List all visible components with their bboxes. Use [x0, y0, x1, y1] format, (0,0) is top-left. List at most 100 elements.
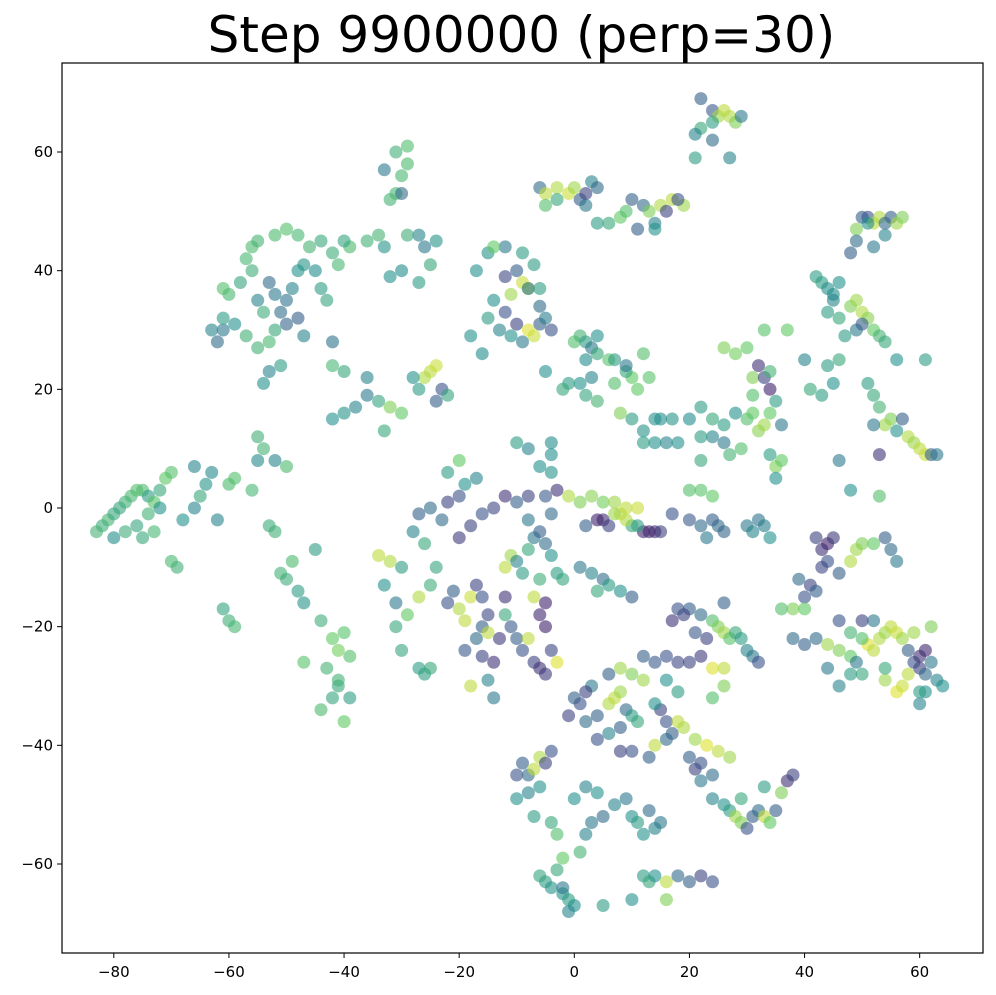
data-point [832, 566, 846, 580]
data-point [706, 133, 719, 147]
data-point [878, 418, 892, 432]
data-point [291, 228, 305, 242]
data-point [867, 418, 881, 432]
data-point [533, 282, 547, 295]
data-point [775, 454, 788, 467]
data-point [895, 679, 909, 693]
data-point [924, 620, 938, 634]
data-point [556, 881, 570, 895]
data-point [268, 454, 282, 467]
data-point [631, 715, 645, 729]
data-point [757, 323, 771, 337]
data-point [757, 418, 771, 432]
data-point [487, 293, 501, 307]
data-point [412, 382, 426, 396]
data-point [262, 276, 276, 289]
data-point [251, 430, 265, 444]
data-point [711, 744, 725, 758]
data-point [475, 507, 489, 521]
data-point [613, 661, 627, 675]
data-point [717, 596, 731, 610]
data-point [659, 893, 673, 907]
data-point [510, 317, 524, 331]
data-point [602, 727, 616, 740]
data-point [257, 305, 270, 319]
data-point [418, 371, 432, 384]
data-point [187, 460, 201, 473]
data-point [550, 193, 564, 206]
data-point [320, 293, 334, 307]
data-point [521, 513, 535, 527]
data-point [734, 792, 748, 806]
data-point [694, 430, 708, 444]
data-point [867, 388, 881, 402]
data-point [579, 187, 593, 200]
data-point [706, 115, 719, 129]
data-point [510, 436, 524, 450]
data-point [297, 258, 311, 272]
data-point [377, 163, 391, 177]
data-point [210, 335, 224, 349]
data-point [360, 388, 374, 402]
data-point [855, 317, 869, 331]
data-point [452, 602, 466, 616]
data-point [521, 442, 535, 456]
data-point [193, 489, 207, 503]
y-axis: −60 −40 −20 0 20 40 60 [21, 143, 62, 873]
data-point [377, 424, 391, 438]
data-point [331, 673, 345, 687]
data-point [308, 543, 322, 556]
data-point [878, 661, 892, 675]
data-point [769, 804, 783, 818]
data-point [625, 667, 639, 681]
data-point [659, 673, 673, 687]
data-point [372, 549, 386, 562]
data-point [792, 572, 806, 586]
data-point [746, 406, 760, 420]
data-point [786, 602, 800, 616]
data-point [694, 608, 708, 622]
data-point [717, 661, 731, 675]
data-point [694, 92, 708, 106]
data-point [694, 454, 708, 467]
data-point [251, 234, 265, 248]
data-point [297, 655, 311, 669]
data-point [257, 376, 270, 390]
data-point [544, 881, 558, 895]
data-point [694, 519, 708, 533]
data-point [723, 448, 737, 462]
data-point [516, 246, 529, 260]
data-point [763, 816, 777, 829]
data-point [216, 311, 230, 325]
data-point [706, 768, 719, 782]
data-point [723, 750, 737, 764]
data-point [452, 531, 466, 545]
data-point [832, 311, 846, 325]
data-point [844, 483, 858, 497]
x-tick-label: 20 [680, 963, 699, 981]
data-point [579, 685, 593, 699]
data-point [706, 875, 719, 889]
data-point [579, 519, 593, 533]
data-point [516, 643, 529, 657]
data-point [544, 507, 558, 521]
data-point [613, 584, 627, 598]
data-point [832, 679, 846, 693]
data-point [199, 477, 213, 491]
data-point [631, 382, 645, 396]
data-point [706, 430, 719, 444]
data-point [849, 222, 863, 236]
data-point [475, 649, 489, 663]
data-point [717, 679, 731, 693]
data-point [706, 691, 719, 705]
data-point [585, 489, 599, 503]
data-point [395, 264, 409, 278]
data-point [510, 632, 524, 645]
data-point [567, 691, 581, 705]
data-point [625, 412, 639, 426]
data-point [521, 489, 535, 503]
y-tick-label: −40 [21, 736, 53, 754]
data-point [780, 323, 794, 337]
data-point [844, 246, 858, 260]
